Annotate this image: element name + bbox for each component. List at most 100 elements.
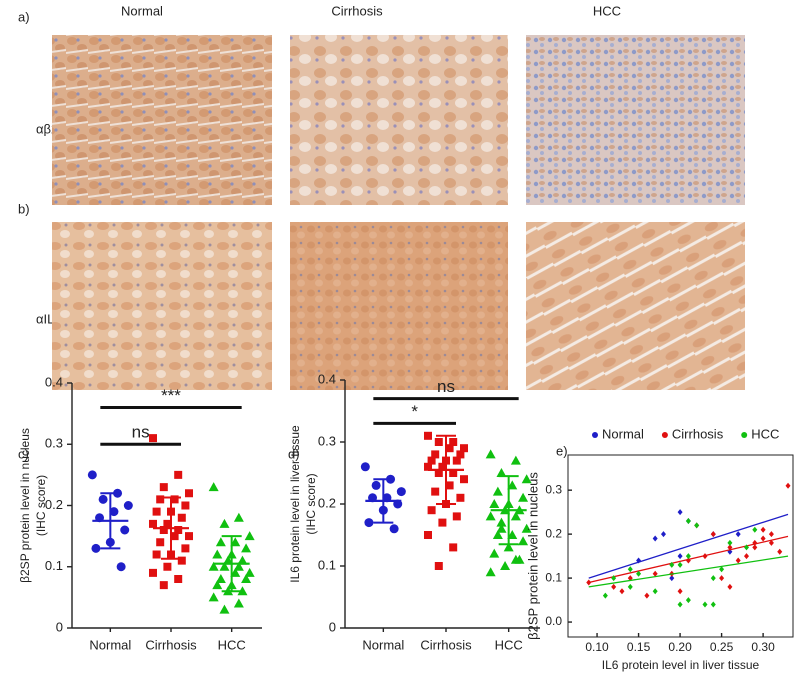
- panel-label: a): [18, 9, 30, 24]
- legend-marker: [661, 432, 668, 438]
- panel-label: d): [288, 446, 300, 461]
- point: [677, 509, 683, 516]
- micrograph: [52, 222, 272, 390]
- point: [677, 601, 683, 608]
- point: [496, 517, 507, 527]
- point: [727, 539, 733, 546]
- point: [518, 492, 529, 502]
- point: [177, 556, 186, 565]
- point: [449, 469, 458, 477]
- plot-frame: [567, 454, 794, 638]
- point: [510, 554, 521, 564]
- error-bar: [436, 434, 456, 505]
- point: [87, 470, 97, 480]
- legend-marker: [592, 432, 598, 438]
- point: [364, 518, 374, 528]
- point: [181, 544, 190, 553]
- column-label: Cirrhosis: [331, 3, 383, 18]
- point: [485, 511, 496, 521]
- point: [719, 566, 725, 573]
- point: [777, 548, 783, 555]
- point: [159, 581, 168, 590]
- point: [98, 494, 108, 504]
- point: [785, 482, 791, 489]
- point: [752, 526, 758, 533]
- point: [159, 483, 168, 492]
- point: [185, 489, 193, 498]
- x-tick-label: 0.25: [710, 640, 734, 654]
- point: [768, 531, 774, 538]
- point: [521, 474, 532, 484]
- micrograph: [52, 35, 272, 205]
- x-tick-label: HCC: [495, 637, 523, 652]
- panel-label: c): [18, 446, 29, 461]
- point: [510, 455, 521, 465]
- y-tick-label: 0.3: [318, 433, 336, 448]
- point: [456, 450, 465, 459]
- point: [485, 449, 496, 459]
- y-tick-label: 0.1: [318, 557, 336, 572]
- point: [174, 470, 183, 479]
- point: [677, 588, 683, 595]
- error-bar: [373, 478, 394, 524]
- point: [452, 456, 461, 465]
- legend-label: Normal: [602, 426, 644, 441]
- point: [116, 562, 126, 572]
- point: [244, 531, 255, 541]
- point: [427, 456, 436, 465]
- point: [424, 531, 432, 539]
- y-tick-label: 0.4: [318, 371, 336, 386]
- point: [237, 555, 248, 565]
- x-tick-label: HCC: [218, 637, 246, 652]
- error-bar: [161, 496, 181, 560]
- point: [223, 555, 234, 565]
- point: [652, 570, 658, 577]
- point: [489, 499, 500, 508]
- point: [170, 532, 179, 541]
- y-tick-label: 0.2: [45, 497, 63, 512]
- point: [652, 535, 658, 542]
- point: [241, 543, 252, 553]
- point: [208, 561, 219, 571]
- point: [174, 575, 183, 583]
- point: [452, 512, 461, 521]
- point: [460, 475, 468, 484]
- legend-marker: [741, 432, 748, 438]
- point: [163, 562, 172, 571]
- point: [685, 517, 691, 524]
- y-tick-label: 0.4: [45, 374, 63, 389]
- point: [510, 511, 521, 521]
- y-axis-label: β2SP protein level in nucleus: [18, 428, 32, 583]
- point: [507, 530, 518, 539]
- column-label: Normal: [121, 3, 163, 18]
- point: [91, 543, 101, 553]
- point: [396, 487, 406, 497]
- error-bar: [221, 535, 242, 593]
- panel-label: b): [18, 201, 30, 216]
- point: [485, 567, 496, 577]
- legend-label: HCC: [751, 426, 779, 441]
- point: [212, 549, 223, 559]
- point: [449, 543, 458, 552]
- y-tick-label: 0.3: [545, 482, 562, 496]
- point: [156, 538, 165, 547]
- point: [768, 539, 774, 546]
- point: [694, 522, 700, 529]
- point: [438, 518, 447, 527]
- significance-label: *: [411, 402, 418, 421]
- point: [219, 561, 230, 571]
- point: [434, 438, 443, 446]
- point: [602, 592, 608, 599]
- point: [735, 531, 741, 538]
- trend-line: [588, 535, 789, 584]
- point: [177, 513, 186, 522]
- point: [431, 450, 440, 459]
- point: [685, 553, 691, 560]
- error-bar: [498, 475, 519, 546]
- point: [710, 531, 716, 538]
- point: [215, 574, 226, 583]
- point: [185, 532, 193, 541]
- point: [611, 575, 617, 582]
- point: [627, 566, 633, 573]
